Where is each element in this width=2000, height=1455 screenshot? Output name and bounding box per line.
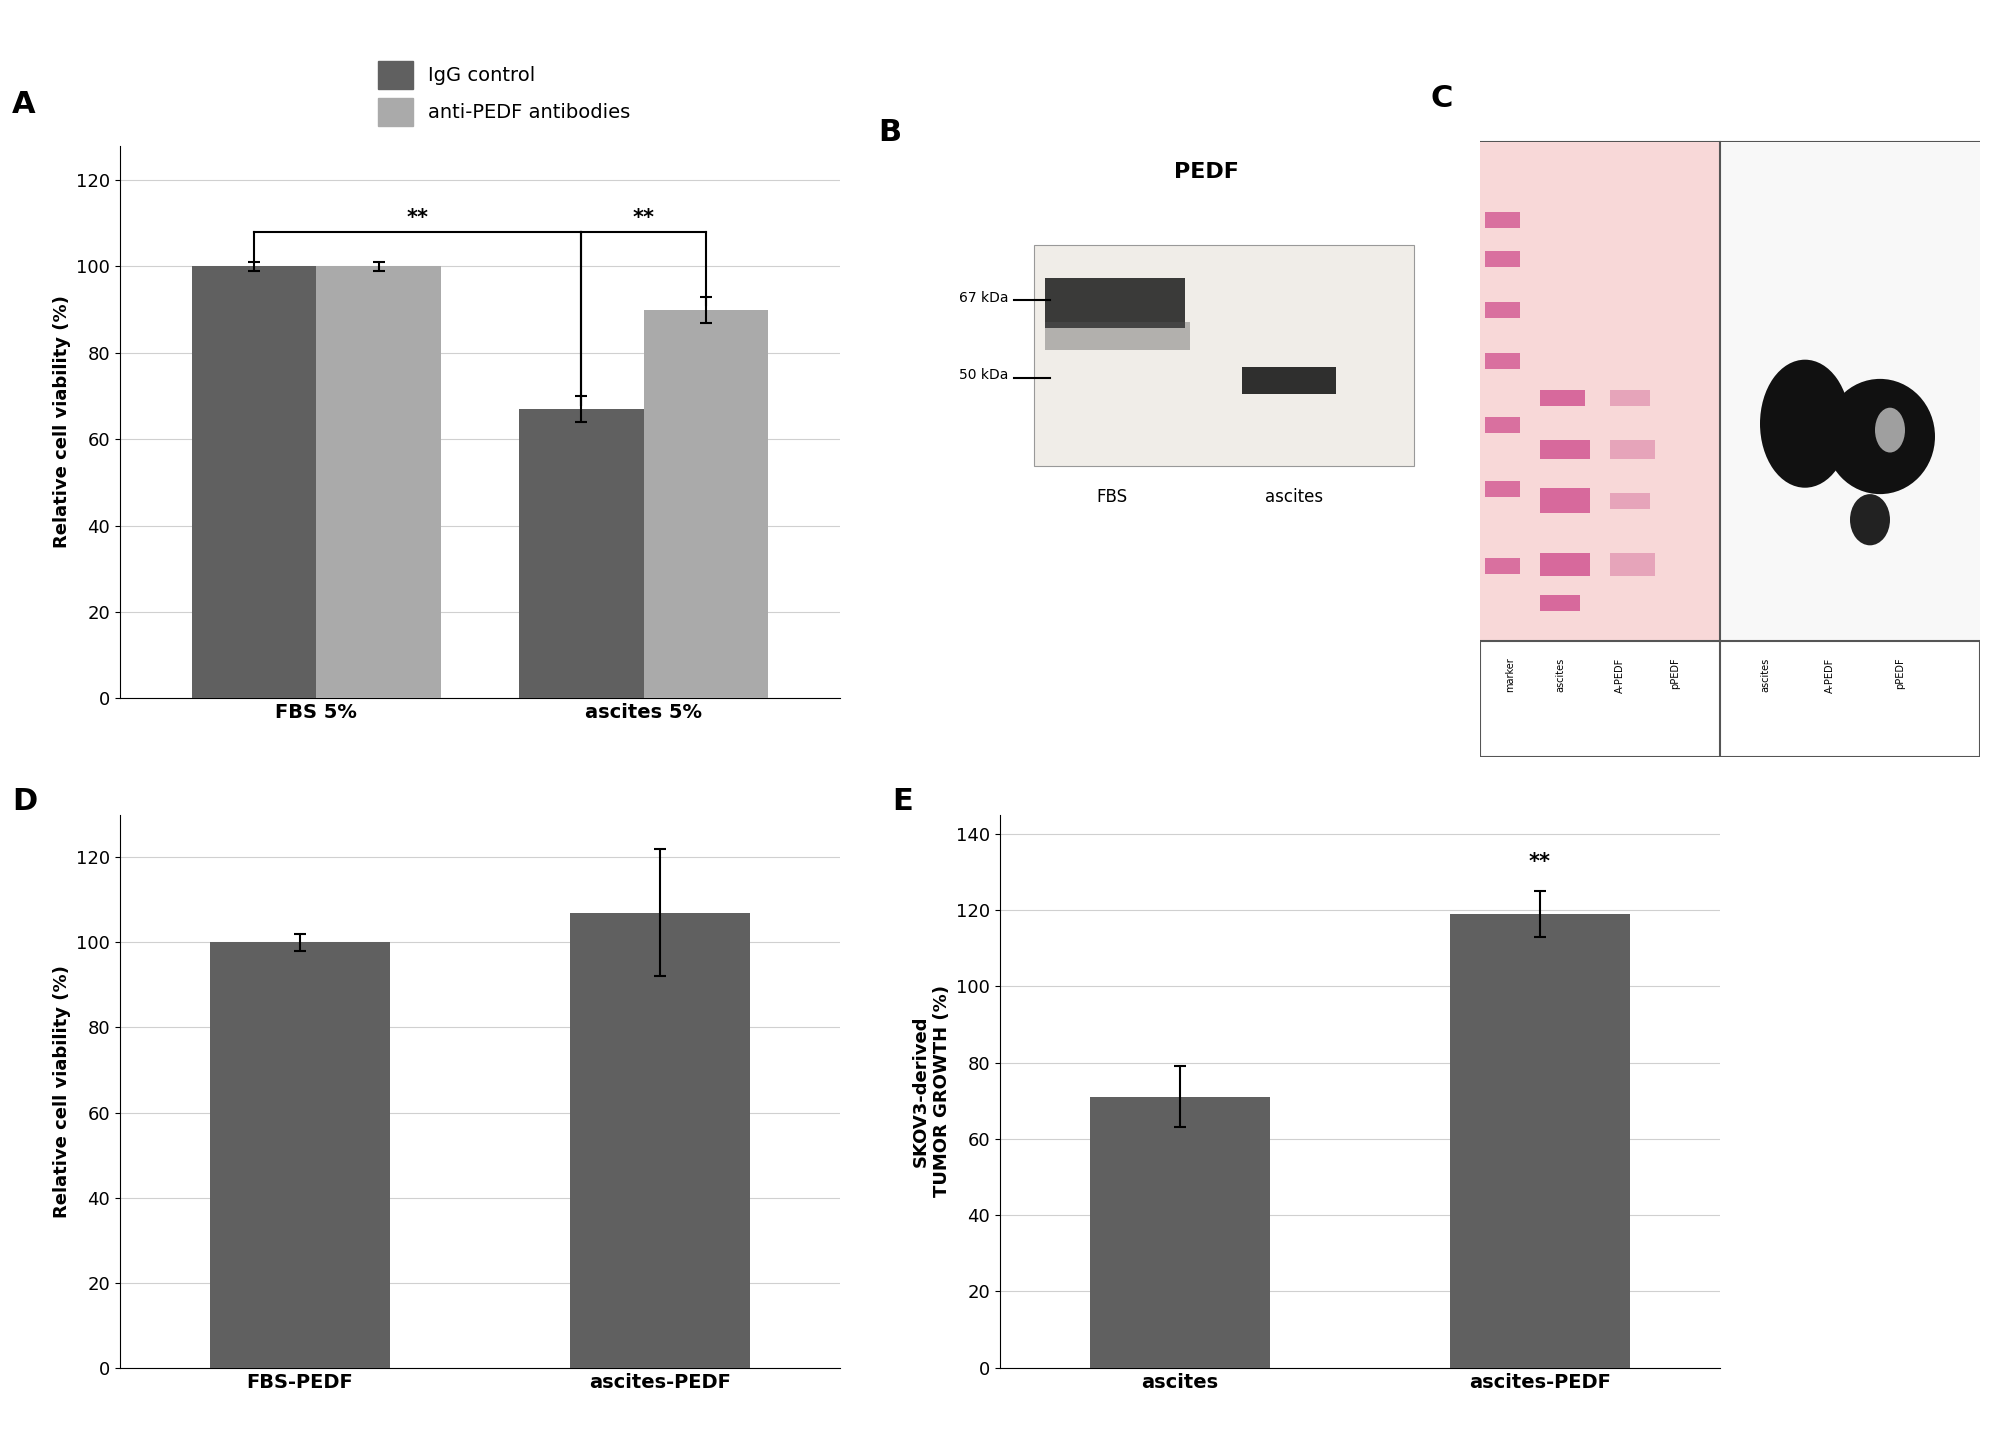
Text: pPEDF: pPEDF <box>1670 658 1680 690</box>
Bar <box>1484 354 1520 370</box>
Text: D: D <box>12 787 38 816</box>
Bar <box>1034 244 1414 466</box>
Bar <box>1540 553 1590 576</box>
Bar <box>1484 482 1520 498</box>
Bar <box>1090 1097 1270 1368</box>
Bar <box>1044 278 1186 327</box>
Bar <box>1540 390 1584 406</box>
Bar <box>520 409 644 698</box>
Bar <box>1484 559 1520 575</box>
Bar <box>1540 487 1590 514</box>
Bar <box>1540 595 1580 611</box>
Text: ascites: ascites <box>1760 658 1770 691</box>
Bar <box>316 266 440 698</box>
Text: E: E <box>892 787 912 816</box>
Bar <box>192 266 316 698</box>
Text: **: ** <box>1530 853 1552 872</box>
Text: 50 kDa: 50 kDa <box>960 368 1008 383</box>
Text: B: B <box>878 118 902 147</box>
Text: marker: marker <box>1506 658 1516 693</box>
Text: ascites: ascites <box>1556 658 1564 691</box>
Bar <box>1720 143 1980 642</box>
Bar <box>1484 303 1520 319</box>
Bar <box>1484 250 1520 266</box>
Bar <box>570 912 750 1368</box>
Bar <box>644 310 768 698</box>
Bar <box>1610 553 1656 576</box>
Bar <box>1540 439 1590 458</box>
Bar <box>1484 418 1520 434</box>
Y-axis label: Relative cell viability (%): Relative cell viability (%) <box>52 965 70 1218</box>
Bar <box>1450 914 1630 1368</box>
Bar <box>1044 323 1190 351</box>
Bar <box>1480 143 1980 642</box>
Text: **: ** <box>632 208 654 227</box>
Text: PEDF: PEDF <box>1174 162 1238 182</box>
Bar <box>210 943 390 1368</box>
Bar <box>1610 492 1650 508</box>
Bar <box>1610 390 1650 406</box>
Text: A-PEDF: A-PEDF <box>1616 658 1624 693</box>
Text: **: ** <box>406 208 428 227</box>
Text: 67 kDa: 67 kDa <box>958 291 1008 304</box>
Y-axis label: SKOV3-derived
TUMOR GROWTH (%): SKOV3-derived TUMOR GROWTH (%) <box>912 985 950 1197</box>
Bar <box>1480 642 1980 757</box>
Ellipse shape <box>1824 378 1936 495</box>
Y-axis label: Relative cell viability (%): Relative cell viability (%) <box>52 295 70 549</box>
Legend: IgG control, anti-PEDF antibodies: IgG control, anti-PEDF antibodies <box>370 54 638 134</box>
Text: A: A <box>12 90 36 119</box>
Bar <box>1480 143 1720 642</box>
Bar <box>1242 367 1336 394</box>
Text: C: C <box>1430 84 1452 113</box>
Text: ascites: ascites <box>1266 489 1324 506</box>
Bar <box>1484 212 1520 228</box>
Ellipse shape <box>1760 359 1850 487</box>
Text: pPEDF: pPEDF <box>1896 658 1904 690</box>
Ellipse shape <box>1850 495 1890 546</box>
Text: FBS: FBS <box>1096 489 1128 506</box>
Text: A-PEDF: A-PEDF <box>1824 658 1836 693</box>
Bar <box>1610 439 1656 458</box>
Ellipse shape <box>1876 407 1904 453</box>
